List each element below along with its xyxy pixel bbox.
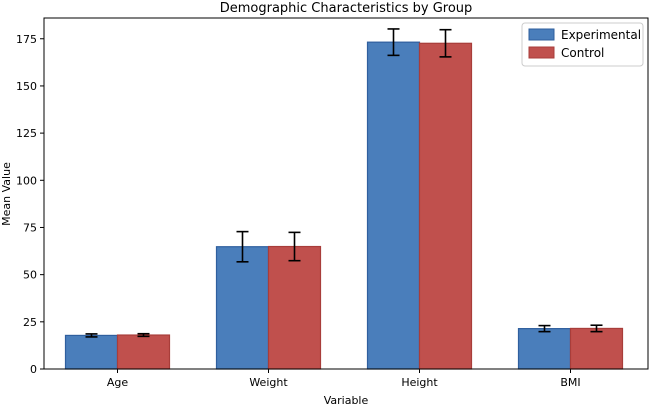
y-tick-label: 175 <box>16 33 37 46</box>
chart-title: Demographic Characteristics by Group <box>220 1 473 16</box>
y-tick-label: 0 <box>30 363 37 376</box>
bar-control-age <box>116 334 171 370</box>
legend-swatch-experimental <box>528 28 555 41</box>
bar-experimental-weight <box>215 246 270 370</box>
y-axis: 0 25 50 75 100 125 150 175 <box>16 33 44 376</box>
x-tick-label: Age <box>107 376 129 389</box>
y-tick-label: 125 <box>16 127 37 140</box>
error-bars-group <box>85 28 603 338</box>
y-tick-label: 50 <box>23 269 37 282</box>
bars-group <box>64 41 624 370</box>
x-axis: Age Weight Height BMI <box>107 369 581 389</box>
bar-experimental-height <box>366 41 421 370</box>
x-tick-label: BMI <box>560 376 580 389</box>
x-tick-label: Weight <box>249 376 288 389</box>
y-axis-title: Mean Value <box>0 162 13 226</box>
legend-label-control: Control <box>561 46 604 60</box>
legend-label-experimental: Experimental <box>561 28 641 42</box>
plot-frame <box>43 17 649 370</box>
bar-control-bmi <box>569 327 624 370</box>
bar-control-weight <box>267 245 322 370</box>
legend-swatch-control <box>528 46 555 59</box>
y-tick-label: 25 <box>23 316 37 329</box>
bar-control-height <box>418 42 473 370</box>
bar-experimental-bmi <box>517 328 572 370</box>
x-tick-label: Height <box>401 376 438 389</box>
bar-experimental-age <box>64 334 119 370</box>
y-tick-label: 75 <box>23 221 37 234</box>
x-axis-title: Variable <box>324 394 369 406</box>
y-tick-label: 100 <box>16 174 37 187</box>
y-tick-label: 150 <box>16 80 37 93</box>
legend: Experimental Control <box>521 22 644 67</box>
